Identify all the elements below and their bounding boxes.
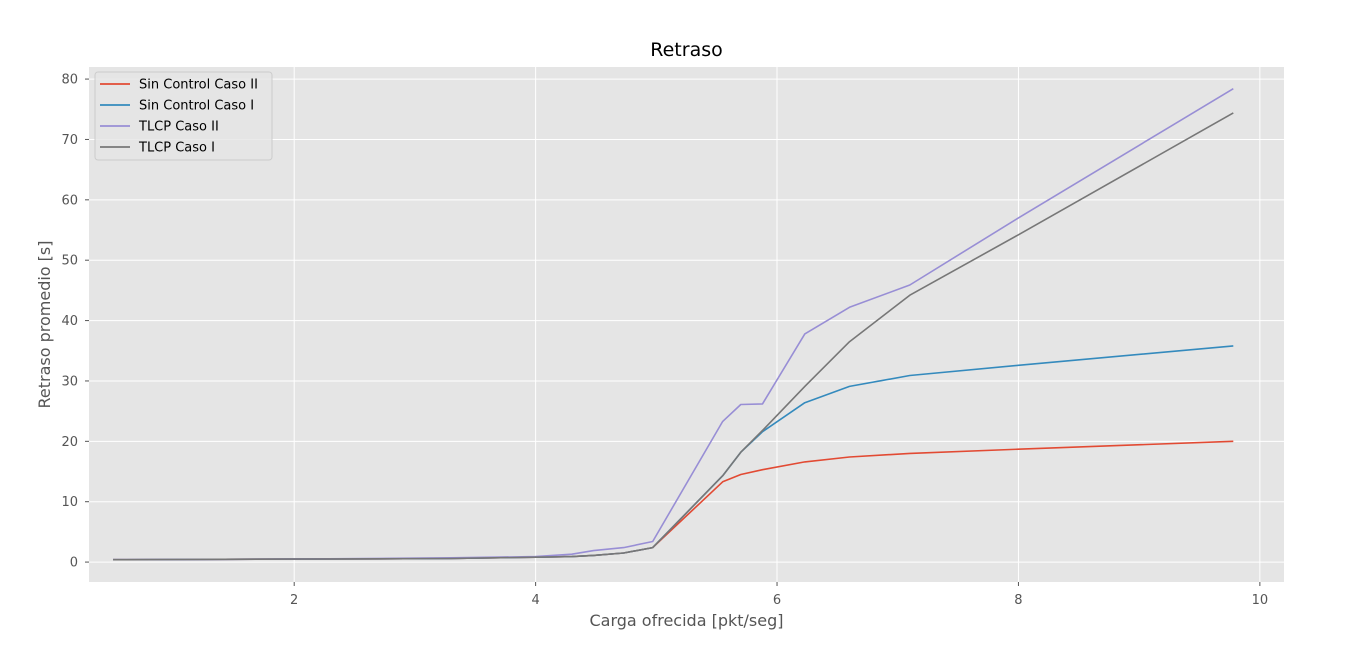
y-tick-label: 10 bbox=[61, 495, 78, 510]
legend-label: TLCP Caso I bbox=[138, 141, 215, 156]
legend: Sin Control Caso II Sin Control Caso I TLC… bbox=[94, 71, 273, 161]
x-tick-label: 8 bbox=[1014, 593, 1022, 608]
chart-title: Retraso bbox=[650, 39, 722, 61]
x-tick-label: 10 bbox=[1252, 593, 1269, 608]
plot-area bbox=[89, 67, 1284, 582]
x-axis-ticks: 2 4 6 8 10 bbox=[290, 582, 1268, 608]
y-tick-label: 80 bbox=[61, 73, 78, 88]
legend-box bbox=[94, 71, 273, 161]
legend-label: Sin Control Caso I bbox=[139, 99, 254, 114]
legend-label: Sin Control Caso II bbox=[139, 78, 258, 93]
y-tick-label: 50 bbox=[61, 254, 78, 269]
y-tick-label: 30 bbox=[61, 374, 78, 389]
y-tick-label: 20 bbox=[61, 435, 78, 450]
y-tick-label: 40 bbox=[61, 314, 78, 329]
grid-lines bbox=[89, 67, 1284, 582]
legend-label: TLCP Caso II bbox=[138, 120, 219, 135]
x-tick-label: 4 bbox=[531, 593, 539, 608]
y-tick-label: 70 bbox=[61, 133, 78, 148]
y-axis-label: Retraso promedio [s] bbox=[35, 240, 54, 408]
y-tick-label: 60 bbox=[61, 193, 78, 208]
y-tick-label: 0 bbox=[70, 556, 78, 571]
series-line-4 bbox=[113, 112, 1234, 561]
x-tick-label: 2 bbox=[290, 593, 298, 608]
x-tick-label: 6 bbox=[773, 593, 781, 608]
series-lines bbox=[113, 88, 1234, 561]
y-axis-ticks: 0 10 20 30 40 50 60 70 80 bbox=[61, 73, 89, 571]
x-axis-label: Carga ofrecida [pkt/seg] bbox=[589, 611, 783, 630]
